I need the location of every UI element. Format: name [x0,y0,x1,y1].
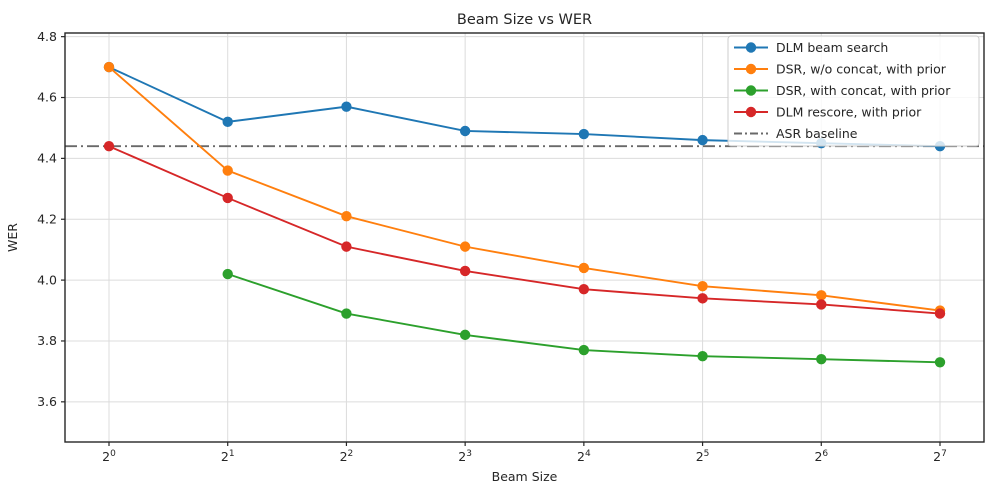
legend-label: DLM rescore, with prior [776,105,922,120]
data-point-marker [341,101,352,112]
data-point-marker [341,210,352,222]
data-point-marker [816,354,827,365]
data-point-marker [578,262,590,274]
x-tick-label: 26 [814,449,828,464]
tick-marks [61,36,941,446]
data-point-marker [697,280,708,292]
x-tick-label: 27 [933,449,947,464]
legend-marker-icon [745,85,757,96]
data-point-marker [222,165,233,176]
data-point-marker [341,308,352,319]
data-point-marker [103,141,115,152]
data-point-marker [697,350,708,362]
x-tick-label: 25 [696,449,710,464]
data-point-marker [697,293,708,304]
data-point-marker [222,116,233,128]
data-point-marker [578,128,590,140]
x-tick-label: 24 [577,449,591,464]
legend-item: ASR baseline [734,126,858,141]
y-tick-label: 4.6 [37,90,57,105]
data-point-marker [459,241,471,252]
data-point-marker [578,344,590,356]
series-line [108,145,941,315]
legend-label: ASR baseline [776,126,858,141]
legend-box [727,35,980,147]
legend-marker-icon [745,106,757,118]
legend-label: DSR, with concat, with prior [776,83,951,98]
data-point-marker [341,241,352,252]
legend-item: DSR, with concat, with prior [734,83,951,98]
data-point-marker [103,61,115,73]
data-point-marker [459,265,471,277]
y-axis-label: WER [5,223,20,252]
series-line [108,66,941,312]
data-point-marker [934,357,946,368]
plot-border [64,32,985,443]
x-axis-label: Beam Size [492,469,558,484]
data-point-marker [816,290,827,301]
data-point-marker [459,125,471,137]
tick-labels: 4.8 4.6 4.4 4.2 4.0 3.8 3.6 20 21 22 23 24 25 26 27 [37,29,947,464]
x-tick-label: 23 [458,449,472,464]
legend-marker-icon [745,42,757,53]
data-point-marker [222,268,233,280]
y-tick-label: 4.0 [37,272,57,287]
legend-item: DSR, w/o concat, with prior [734,62,947,77]
data-point-marker [816,299,827,310]
x-tick-label: 20 [102,449,116,464]
x-tick-label: 22 [340,449,354,464]
chart-title: Beam Size vs WER [457,12,592,28]
legend: DLM beam search DSR, w/o concat, with pri… [727,35,980,147]
legend-label: DSR, w/o concat, with prior [776,62,947,77]
y-tick-label: 4.2 [37,211,57,226]
data-point-marker [697,134,708,146]
series-dsr-with-concat-with-prior [222,268,946,368]
data-point-marker [222,192,233,204]
y-tick-label: 4.4 [37,151,57,166]
data-point-marker [578,284,590,295]
data-point-marker [459,329,471,341]
legend-item: DLM rescore, with prior [734,105,922,120]
y-tick-label: 3.8 [37,333,57,348]
y-tick-label: 4.8 [37,29,57,44]
legend-label: DLM beam search [776,40,888,55]
legend-marker-icon [745,63,757,75]
y-tick-label: 3.6 [37,394,57,409]
x-tick-label: 21 [221,449,235,464]
data-point-marker [934,308,946,319]
legend-item: DLM beam search [734,40,888,55]
series-dlm-rescore-with-prior [103,141,946,319]
